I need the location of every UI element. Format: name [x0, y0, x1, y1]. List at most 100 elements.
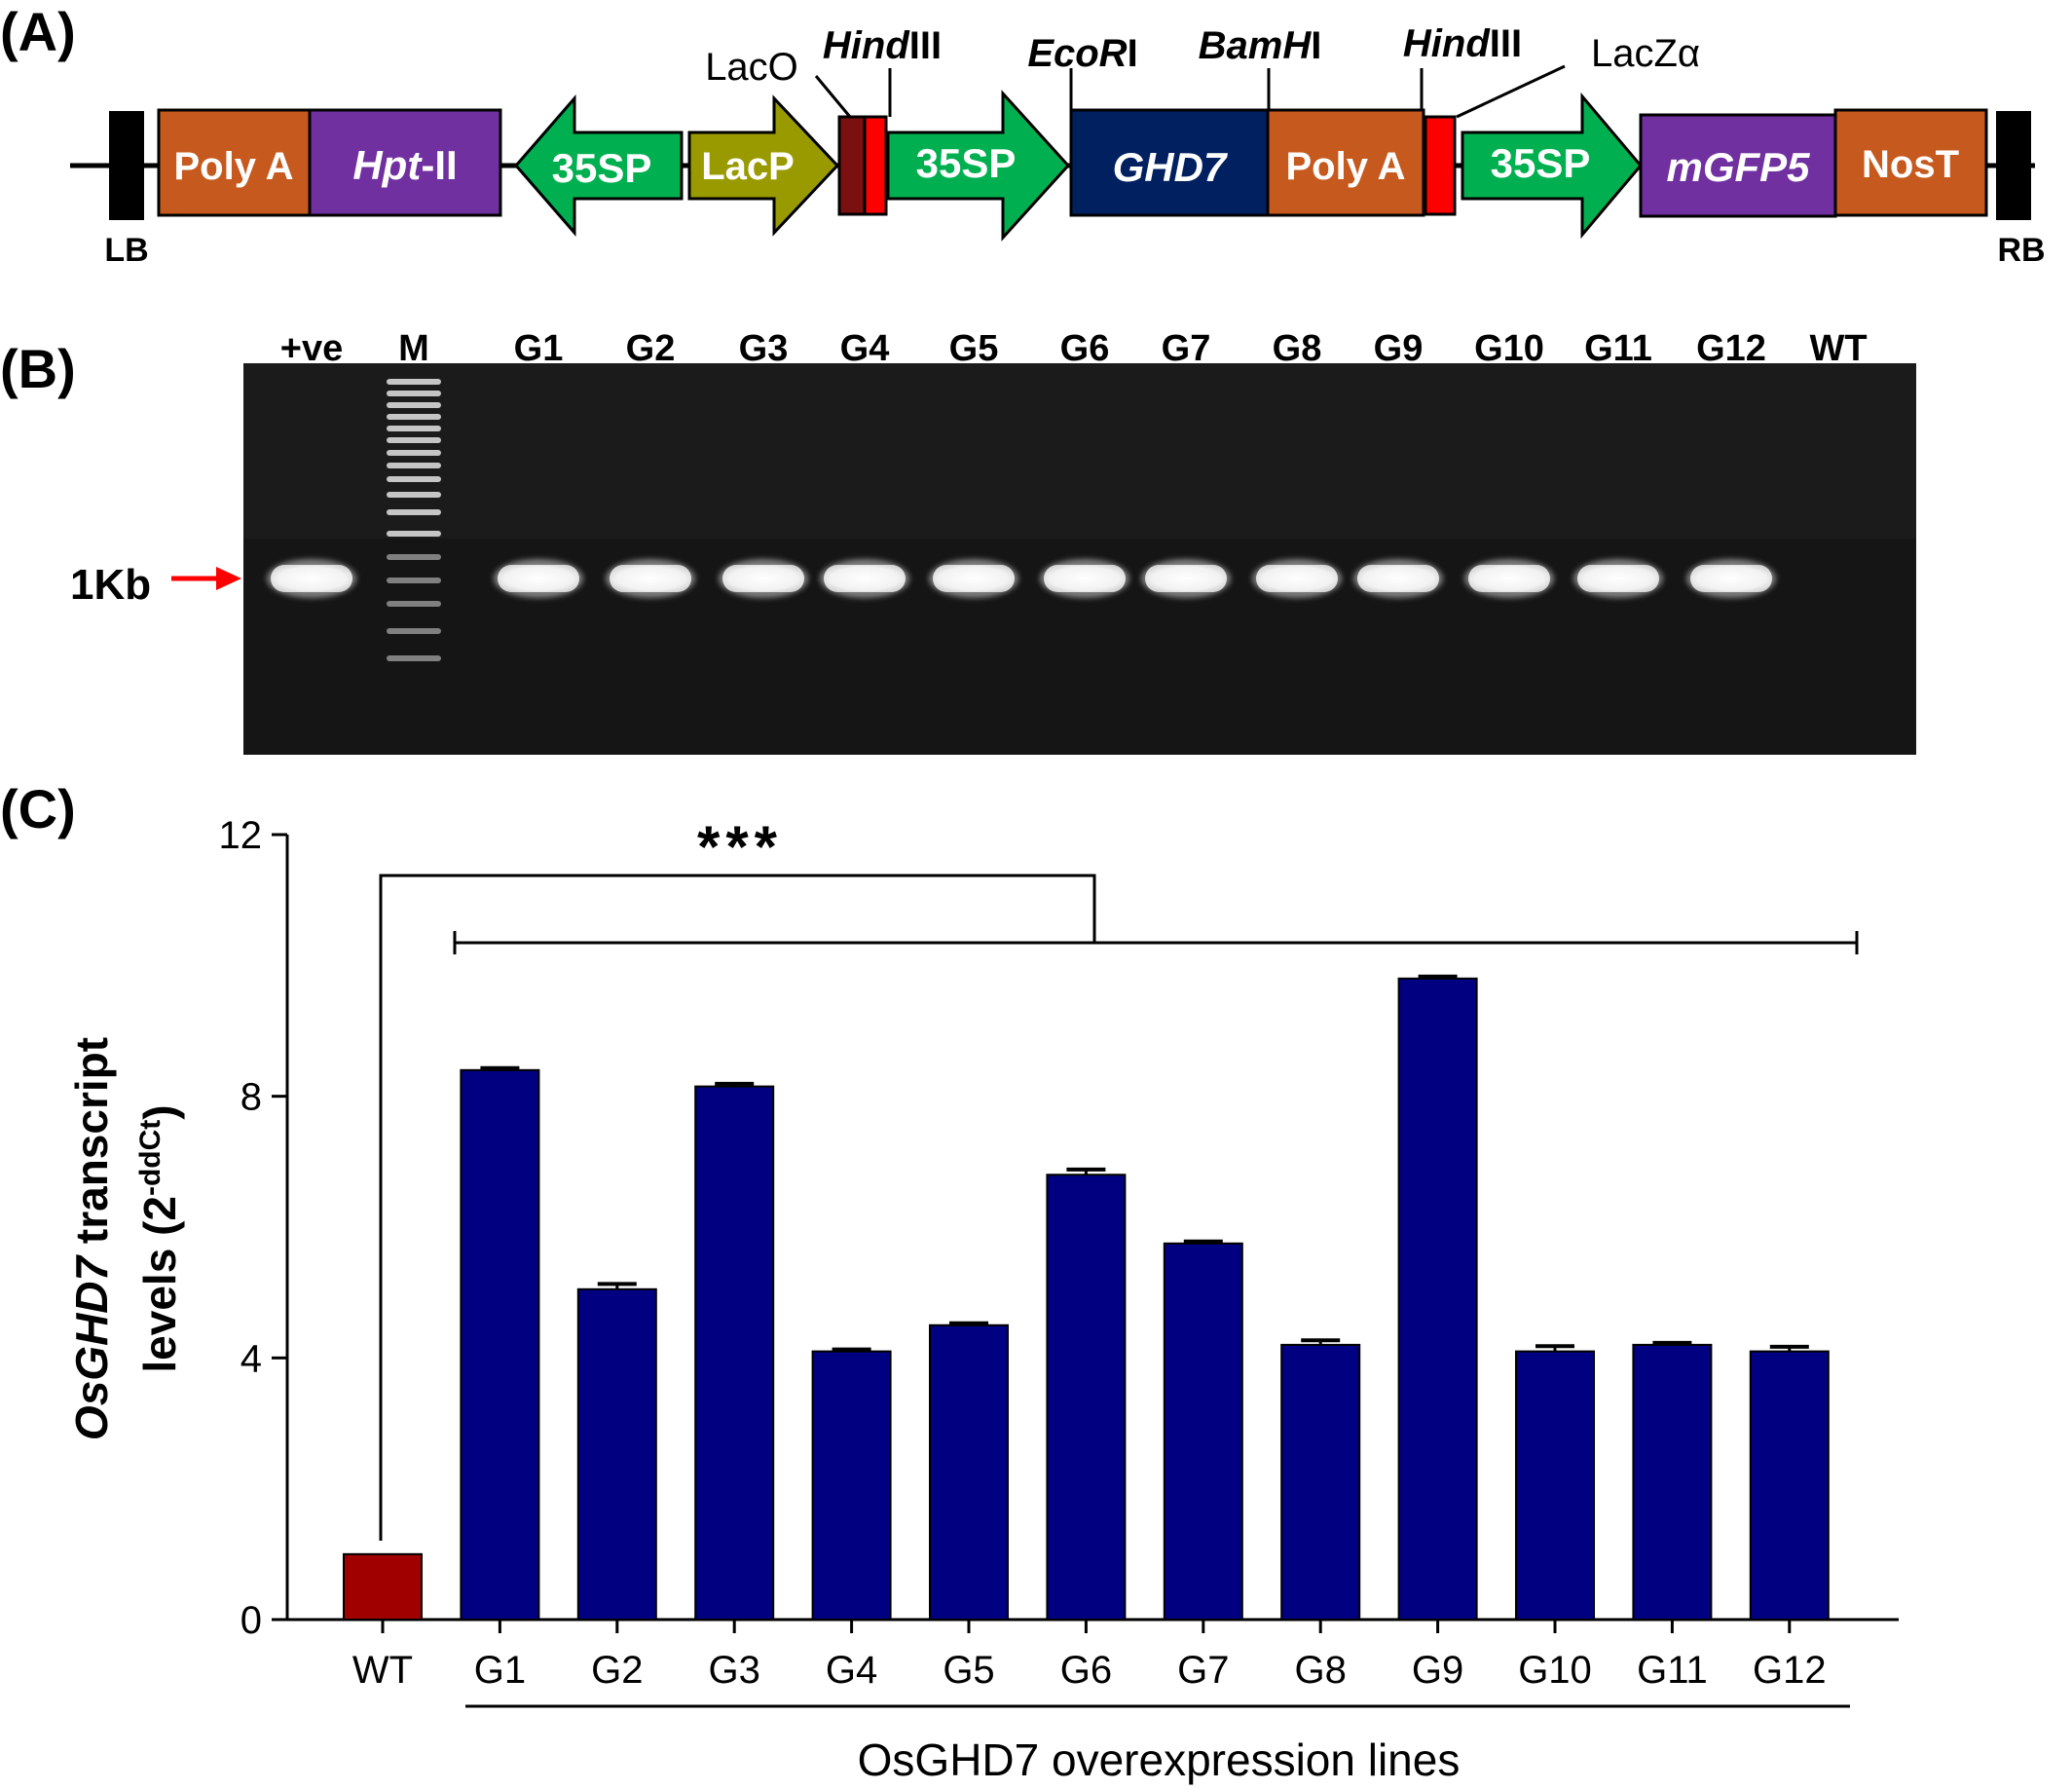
hindiii-label-1-italic: Hind	[823, 24, 910, 67]
bar-g5	[929, 1324, 1009, 1621]
gel-band	[933, 565, 1015, 592]
y-axis-title-close: )	[134, 1104, 185, 1119]
y-tick-label: 0	[240, 1599, 262, 1642]
laco-box	[837, 115, 867, 216]
hpt-ii-box	[308, 108, 502, 217]
x-tick-label: G4	[826, 1649, 877, 1692]
panel-label-b: (B)	[0, 338, 76, 399]
mgfp5-label: mGFP5	[1666, 144, 1810, 190]
promoter-35sp-label-3: 35SP	[1491, 140, 1591, 186]
gel-lane-label: G2	[626, 328, 676, 369]
nost-label: NosT	[1862, 143, 1959, 186]
x-tick-label: G5	[943, 1649, 994, 1692]
laco-label: LacO	[705, 46, 798, 89]
ghd7-box	[1069, 108, 1270, 217]
hindiii-label-2-rest: III	[1490, 22, 1522, 65]
gel-lane-label: G7	[1162, 328, 1211, 369]
rb-border-block	[1996, 111, 2031, 220]
gel-lane-label: M	[398, 328, 429, 369]
poly-a-label-2: Poly A	[1286, 145, 1406, 188]
bar-g11	[1632, 1343, 1713, 1622]
gel-lane-label: G10	[1474, 328, 1544, 369]
construct-map: LB RB Poly A Hpt-II 35SP LacP 35SP GHD7 …	[70, 22, 2046, 269]
x-tick-label: G3	[709, 1649, 760, 1692]
chart-bars	[343, 974, 1830, 1622]
x-tick-label: G6	[1060, 1649, 1112, 1692]
promoter-35sp-arrow-1	[514, 93, 684, 238]
bamhi-label-rest: I	[1311, 24, 1321, 67]
gel-lane-label: G9	[1374, 328, 1424, 369]
x-tick-label: G7	[1177, 1649, 1229, 1692]
ladder-band	[387, 402, 441, 408]
lb-label: LB	[104, 232, 148, 269]
laczalpha-label: LacZα	[1591, 32, 1700, 75]
hindiii-site-box-2	[1424, 115, 1457, 216]
bamhi-label-italic: BamH	[1199, 24, 1313, 67]
significance-stars: ***	[697, 814, 783, 879]
ecori-label-italic: EcoR	[1027, 32, 1127, 75]
x-tick-label: WT	[352, 1649, 413, 1692]
gel-band	[610, 565, 691, 592]
gel-lane-label: G12	[1696, 328, 1766, 369]
promoter-35sp-arrow-3	[1461, 92, 1643, 240]
laczalpha-pointer	[1456, 64, 1566, 119]
y-tick-label: 8	[240, 1076, 262, 1119]
bar-g2	[576, 1287, 657, 1622]
y-axis-title-rest: transcript	[66, 1037, 117, 1256]
gel-band	[1044, 565, 1126, 592]
lacp-label: LacP	[701, 145, 795, 188]
bar-g1	[460, 1068, 540, 1622]
y-axis-title-line2: levels (2-ddCt)	[134, 1104, 185, 1372]
y-axis-title-base: levels (2	[134, 1196, 185, 1373]
ladder-band	[387, 628, 441, 634]
ecori-label-rest: I	[1128, 32, 1138, 75]
ladder-band	[387, 601, 441, 607]
ladder-band	[387, 531, 441, 537]
ladder-band	[387, 379, 441, 385]
poly-a-label-1: Poly A	[174, 145, 294, 188]
bar-g6	[1046, 1174, 1127, 1622]
gel-lane-label: G5	[949, 328, 999, 369]
bar-g8	[1280, 1343, 1361, 1622]
laco-pointer	[814, 75, 852, 118]
ladder-band	[387, 450, 441, 456]
y-axis-title-sup: -ddCt	[134, 1120, 166, 1196]
x-tick-label: G10	[1518, 1649, 1592, 1692]
x-tick-label: G1	[474, 1649, 526, 1692]
gel-band	[722, 565, 804, 592]
bamhi-label: BamHI	[1199, 24, 1322, 67]
gel-lane-label: G8	[1273, 328, 1322, 369]
bar-g7	[1163, 1242, 1243, 1621]
x-tick-label: G11	[1637, 1649, 1708, 1692]
bar-wt	[343, 1552, 423, 1622]
promoter-35sp-label-2: 35SP	[916, 140, 1017, 186]
bar-g10	[1515, 1350, 1595, 1622]
panel-label-c: (C)	[0, 778, 76, 839]
gel-lane-label: G11	[1584, 328, 1652, 369]
bar-g3	[694, 1085, 775, 1621]
panel-label-a: (A)	[0, 1, 76, 62]
gel-lane-label: WT	[1809, 328, 1867, 369]
ladder-band	[387, 476, 441, 482]
marker-size-label: 1Kb	[70, 561, 151, 609]
hindiii-label-1-rest: III	[909, 24, 942, 67]
hindiii-label-1: HindIII	[823, 24, 942, 67]
x-axis-title: OsGHD7 overexpression lines	[858, 1734, 1461, 1785]
ladder-band	[387, 578, 441, 583]
marker-arrow-head	[216, 567, 241, 590]
ladder-band	[387, 463, 441, 468]
gel-band	[1577, 565, 1659, 592]
hpt-ii-label: Hpt-II	[352, 142, 457, 188]
gel-band	[498, 565, 579, 592]
ladder-band	[387, 391, 441, 396]
y-axis-title-italic: OsGHD7	[66, 1253, 117, 1440]
ladder-band	[387, 509, 441, 515]
promoter-35sp-arrow-2	[886, 90, 1071, 242]
hindiii-label-2: HindIII	[1403, 22, 1522, 65]
ladder-band	[387, 655, 441, 661]
y-tick-label: 12	[219, 814, 263, 857]
chart-x-tick-labels: WT G1 G2 G3 G4 G5 G6 G7 G8 G9 G10 G11 G12	[352, 1620, 1827, 1692]
gel-lane-label: +ve	[280, 328, 343, 369]
significance-bracket	[379, 874, 1096, 1541]
